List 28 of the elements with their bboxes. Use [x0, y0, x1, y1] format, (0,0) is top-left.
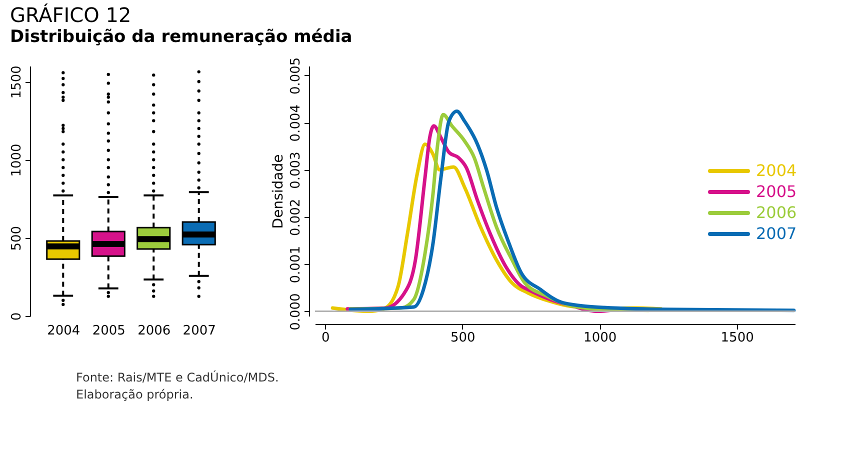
x-tick-label: 1000 — [584, 330, 617, 346]
chart-title: GRÁFICO 12 — [10, 2, 132, 27]
y-tick-label: 0.005 — [288, 57, 304, 95]
text: Elaboração própria. — [76, 388, 194, 402]
y-tick-label: 0.003 — [288, 152, 304, 189]
x-tick-label: 2005 — [92, 324, 126, 338]
y-tick-label: 0.004 — [288, 104, 304, 142]
y-tick-label: 0 — [10, 312, 24, 321]
source-note: Fonte: Rais/MTE e CadÚnico/MDS. — [76, 370, 279, 384]
x-tick-label: 1500 — [720, 330, 754, 346]
x-tick-label: 2007 — [182, 324, 216, 338]
y-tick-label: 500 — [10, 226, 24, 251]
y-axis-title: Densidade — [270, 154, 286, 229]
y-tick-label: 0.001 — [288, 246, 304, 284]
x-tick-label: 2004 — [47, 324, 80, 338]
line-series — [348, 110, 796, 312]
y-tick-label: 1500 — [10, 66, 24, 99]
legend-label: 2005 — [756, 182, 797, 201]
legend-label: 2006 — [756, 203, 797, 222]
y-tick-label: 0.002 — [288, 198, 304, 236]
legend-label: 2004 — [756, 161, 797, 180]
x-tick-label: 500 — [450, 330, 476, 346]
x-tick-label: 2006 — [138, 324, 171, 338]
y-tick-label: 0.000 — [288, 293, 304, 330]
x-tick-label: 0 — [322, 330, 330, 346]
chart-subtitle: Distribuição da remuneração média — [10, 26, 352, 47]
legend-label: 2007 — [756, 224, 797, 243]
y-tick-label: 1000 — [10, 144, 24, 177]
